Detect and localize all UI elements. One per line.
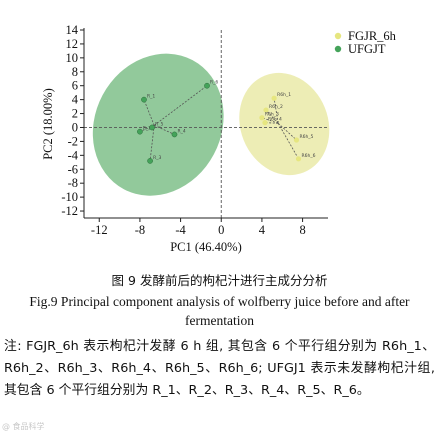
y-tick-label: 0	[72, 120, 78, 134]
point-label-R6h_3: R6h_3	[265, 112, 279, 118]
point-R_2	[137, 128, 143, 135]
confidence-ellipse-ufgjt	[92, 53, 224, 196]
ray-R_6	[153, 85, 208, 126]
point-R_5	[149, 124, 155, 131]
point-R6h_4	[262, 120, 268, 126]
y-tick-label: -2	[68, 134, 78, 148]
x-tick-label: -4	[175, 223, 186, 237]
ray-R_1	[143, 99, 155, 126]
point-R_4	[171, 131, 178, 138]
x-tick-label: 8	[299, 223, 305, 237]
ray-R_3	[149, 125, 155, 161]
legend-marker-fgjr_6h	[334, 32, 342, 40]
point-R_1	[141, 96, 147, 103]
point-label-R_5: R_5	[155, 121, 163, 127]
point-label-R6h_1: R6h_1	[277, 92, 291, 98]
point-label-R_3: R_3	[153, 155, 161, 161]
y-tick-label: -6	[68, 162, 78, 176]
point-label-R6h_5: R6h_5	[299, 134, 313, 140]
point-label-R6h_2: R6h_2	[269, 104, 283, 110]
point-label-R6h_6: R6h_6	[302, 153, 316, 159]
point-label-R_2: R_2	[143, 126, 151, 132]
legend-marker-ufgjt	[334, 45, 342, 53]
point-R_6	[204, 82, 210, 89]
figure-caption-chinese: 图 9 发酵前后的枸杞汁进行主成分分析	[111, 273, 328, 288]
y-tick-label: 6	[72, 79, 78, 93]
point-label-R6h_4: R6h_4	[268, 117, 282, 123]
y-axis-label: PC2 (18.00%)	[41, 88, 55, 160]
ray-R_4	[153, 125, 175, 135]
figure-note: 注: FGJR_6h 表示枸杞汁发酵 6 h 组, 其包含 6 个平行组分别为 …	[4, 339, 435, 398]
x-tick-label: 0	[218, 223, 224, 237]
point-R6h_5	[293, 137, 300, 143]
y-tick-label: 8	[72, 65, 78, 79]
legend-label-ufgjt: UFGJT	[348, 42, 386, 56]
watermark: @ 食品科学	[2, 422, 45, 431]
point-label-R_6: R_6	[210, 80, 218, 86]
point-R_3	[147, 158, 153, 164]
legend-label-fgjr_6h: FGJR_6h	[348, 29, 397, 43]
y-tick-label: 4	[72, 93, 79, 107]
ray-R6h_3	[261, 117, 279, 124]
ray-R6h_5	[277, 123, 297, 141]
point-label-R_1: R_1	[147, 94, 155, 100]
x-axis-label: PC1 (46.40%)	[170, 240, 242, 254]
point-R6h_1	[271, 95, 277, 101]
figure-caption-english: Fig.9 Principal component analysis of wo…	[29, 294, 410, 328]
point-R6h_3	[259, 115, 265, 121]
y-tick-label: 12	[66, 37, 79, 51]
x-tick-label: -8	[135, 223, 145, 237]
y-tick-label: -4	[68, 148, 79, 162]
y-tick-label: 10	[66, 51, 79, 65]
y-tick-label: -10	[61, 190, 78, 204]
ray-R_2	[139, 125, 155, 133]
x-tick-label: -12	[91, 223, 108, 237]
confidence-ellipse-fgjr_6h	[239, 72, 330, 176]
ray-R6h_1	[273, 98, 279, 124]
y-tick-label: -8	[68, 176, 78, 190]
point-label-R_4: R_4	[177, 128, 185, 134]
point-R6h_2	[263, 107, 269, 113]
point-R6h_6	[295, 156, 302, 162]
x-tick-label: 4	[259, 223, 266, 237]
y-tick-label: 14	[66, 23, 79, 37]
y-tick-label: 2	[72, 107, 78, 121]
y-tick-label: -12	[61, 204, 78, 218]
ray-R6h_2	[265, 109, 279, 124]
